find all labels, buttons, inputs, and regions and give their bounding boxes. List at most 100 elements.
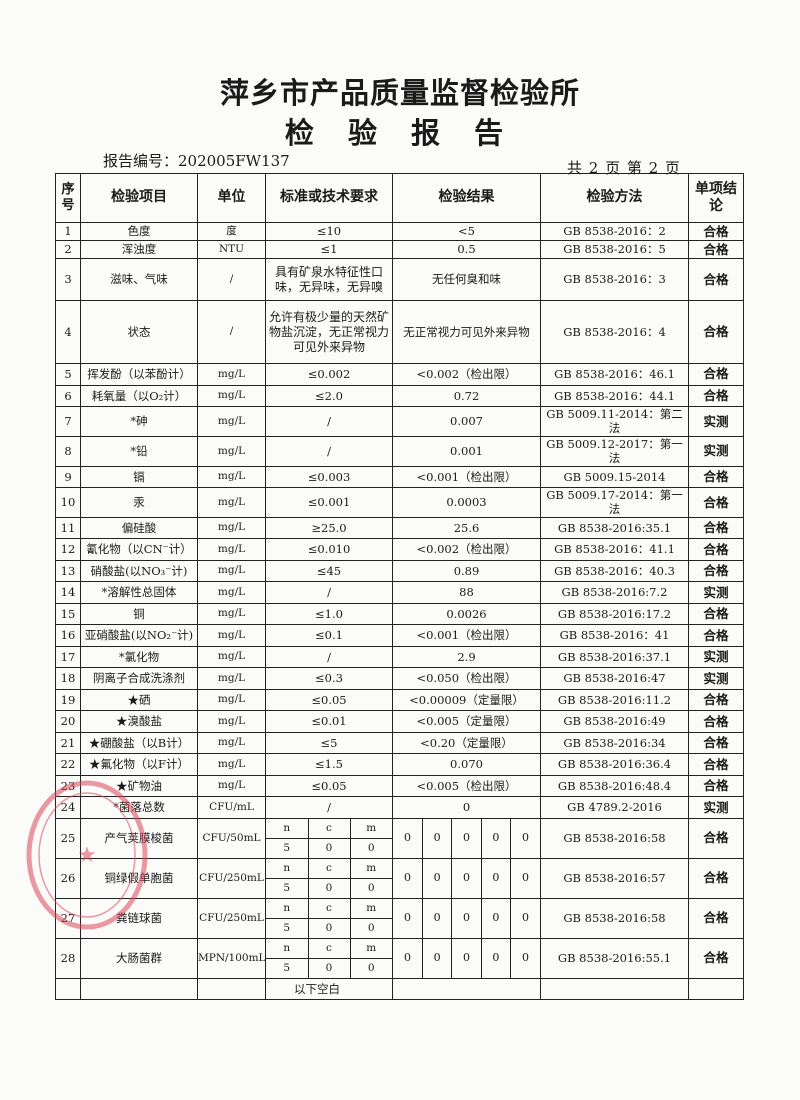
plan-header: c xyxy=(307,938,351,959)
conclusion: 实测 xyxy=(688,796,744,819)
test-result: 0.0026 xyxy=(392,602,541,626)
unit: mg/L xyxy=(197,753,266,776)
col-header: 检验结果 xyxy=(392,173,541,223)
conclusion: 合格 xyxy=(688,710,744,733)
test-method: GB 5009.12-2017：第一法 xyxy=(540,435,689,467)
row-number: 7 xyxy=(55,406,81,437)
test-method: GB 8538-2016:36.4 xyxy=(540,753,689,776)
test-method: GB 5009.11-2014：第二法 xyxy=(540,406,689,437)
test-result: 0.001 xyxy=(392,435,541,467)
conclusion: 合格 xyxy=(688,222,744,241)
col-header: 检验项目 xyxy=(80,173,198,223)
test-result: 0 xyxy=(392,796,541,819)
test-result: 0.89 xyxy=(392,559,541,583)
row-number: 18 xyxy=(55,667,81,690)
unit: mg/L xyxy=(197,624,266,647)
conclusion: 合格 xyxy=(688,559,744,583)
table-footer-row: 以下空白 xyxy=(55,977,744,1000)
conclusion: 实测 xyxy=(688,667,744,690)
test-method: GB 5009.15-2014 xyxy=(540,465,689,488)
test-method: GB 8538-2016:48.4 xyxy=(540,774,689,798)
unit: MPN/100mL xyxy=(197,937,266,979)
standard-requirement: ≤0.1 xyxy=(265,624,393,647)
conclusion: 合格 xyxy=(688,937,744,979)
standard-requirement: 具有矿泉水特征性口味，无异味，无异嗅 xyxy=(265,258,393,301)
col-header: 检验方法 xyxy=(540,173,689,223)
standard-requirement: / xyxy=(265,581,393,604)
test-method: GB 8538-2016：5 xyxy=(540,240,689,259)
row-number: 4 xyxy=(55,300,81,364)
table-row: 6 耗氧量（以O₂计） mg/L ≤2.0 0.72 GB 8538-2016：44.1 合… xyxy=(55,384,744,407)
unit: mg/L xyxy=(197,710,266,733)
unit: mg/L xyxy=(197,435,266,467)
row-number: 6 xyxy=(55,384,81,407)
standard-requirement: ≤0.010 xyxy=(265,538,393,561)
sample-result: 0 xyxy=(421,938,452,978)
unit: CFU/250mL xyxy=(197,857,266,899)
unit: NTU xyxy=(197,240,266,259)
row-number: 26 xyxy=(55,857,81,899)
standard-requirement: ≤45 xyxy=(265,559,393,583)
standard-requirement: ≤0.05 xyxy=(265,774,393,798)
test-method: GB 8538-2016:17.2 xyxy=(540,602,689,626)
test-method: GB 8538-2016:35.1 xyxy=(540,516,689,540)
test-item: 硝酸盐(以NO₃⁻计) xyxy=(80,559,198,583)
test-result: 无任何臭和味 xyxy=(392,258,541,301)
table-row: 22 ★氟化物（以F计） mg/L ≤1.5 0.070 GB 8538-2016:36.… xyxy=(55,753,744,776)
standard-requirement: / xyxy=(265,796,393,819)
table-row: 18 阴离子合成洗涤剂 mg/L ≤0.3 <0.050（检出限） GB 8538-201… xyxy=(55,667,744,690)
table-row: 21 ★硼酸盐（以B计） mg/L ≤5 <0.20（定量限） GB 8538-2016:… xyxy=(55,731,744,755)
standard-requirement: / xyxy=(265,435,393,467)
conclusion: 合格 xyxy=(688,240,744,259)
plan-value: 5 xyxy=(266,837,309,858)
plan-header: n xyxy=(266,938,309,959)
table-row-microbiology: 26 铜绿假单胞菌 CFU/250mL n c m 5 0 0 0 0 0 0 0 GB 8538-2016… xyxy=(55,857,744,899)
test-method: GB 8538-2016：46.1 xyxy=(540,363,689,386)
unit: mg/L xyxy=(197,667,266,690)
table-row: 17 *氯化物 mg/L/2.9 GB 8538-2016:37.1 实测 xyxy=(55,645,744,669)
sample-result: 0 xyxy=(421,858,452,898)
conclusion: 实测 xyxy=(688,581,744,604)
test-item: *铅 xyxy=(80,435,198,467)
test-method: GB 8538-2016:34 xyxy=(540,731,689,755)
row-number: 11 xyxy=(55,516,81,540)
unit: CFU/50mL xyxy=(197,817,266,859)
table-row: 2 浑浊度 NTU ≤1 0.5 GB 8538-2016：5 合格 xyxy=(55,240,744,259)
test-method: GB 8538-2016:11.2 xyxy=(540,688,689,712)
test-result: <0.005（检出限） xyxy=(392,774,541,798)
test-method: GB 8538-2016：40.3 xyxy=(540,559,689,583)
col-header: 序号 xyxy=(55,173,81,223)
test-item: 偏硅酸 xyxy=(80,516,198,540)
table-row: 8 *铅 mg/L/0.001 GB 5009.12-2017：第一法 实测 xyxy=(55,435,744,467)
sample-result: 0 xyxy=(480,898,511,938)
plan-value: 0 xyxy=(307,957,351,978)
standard-requirement: ≤0.01 xyxy=(265,710,393,733)
plan-value: 5 xyxy=(266,917,309,938)
row-number: 15 xyxy=(55,602,81,626)
row-number: 9 xyxy=(55,465,81,488)
test-result: <0.005（定量限） xyxy=(392,710,541,733)
standard-requirement: / xyxy=(265,406,393,437)
unit: CFU/mL xyxy=(197,796,266,819)
test-item: ★氟化物（以F计） xyxy=(80,753,198,776)
sample-result: 0 xyxy=(510,858,540,898)
row-number: 10 xyxy=(55,487,81,518)
plan-header: m xyxy=(349,858,392,879)
plan-header: n xyxy=(266,818,309,839)
test-item: ★溴酸盐 xyxy=(80,710,198,733)
unit: mg/L xyxy=(197,406,266,437)
test-item: 滋味、气味 xyxy=(80,258,198,301)
unit: mg/L xyxy=(197,688,266,712)
plan-header: n xyxy=(266,858,309,879)
test-item: ★硼酸盐（以B计） xyxy=(80,731,198,755)
conclusion: 合格 xyxy=(688,774,744,798)
unit: 度 xyxy=(197,222,266,241)
